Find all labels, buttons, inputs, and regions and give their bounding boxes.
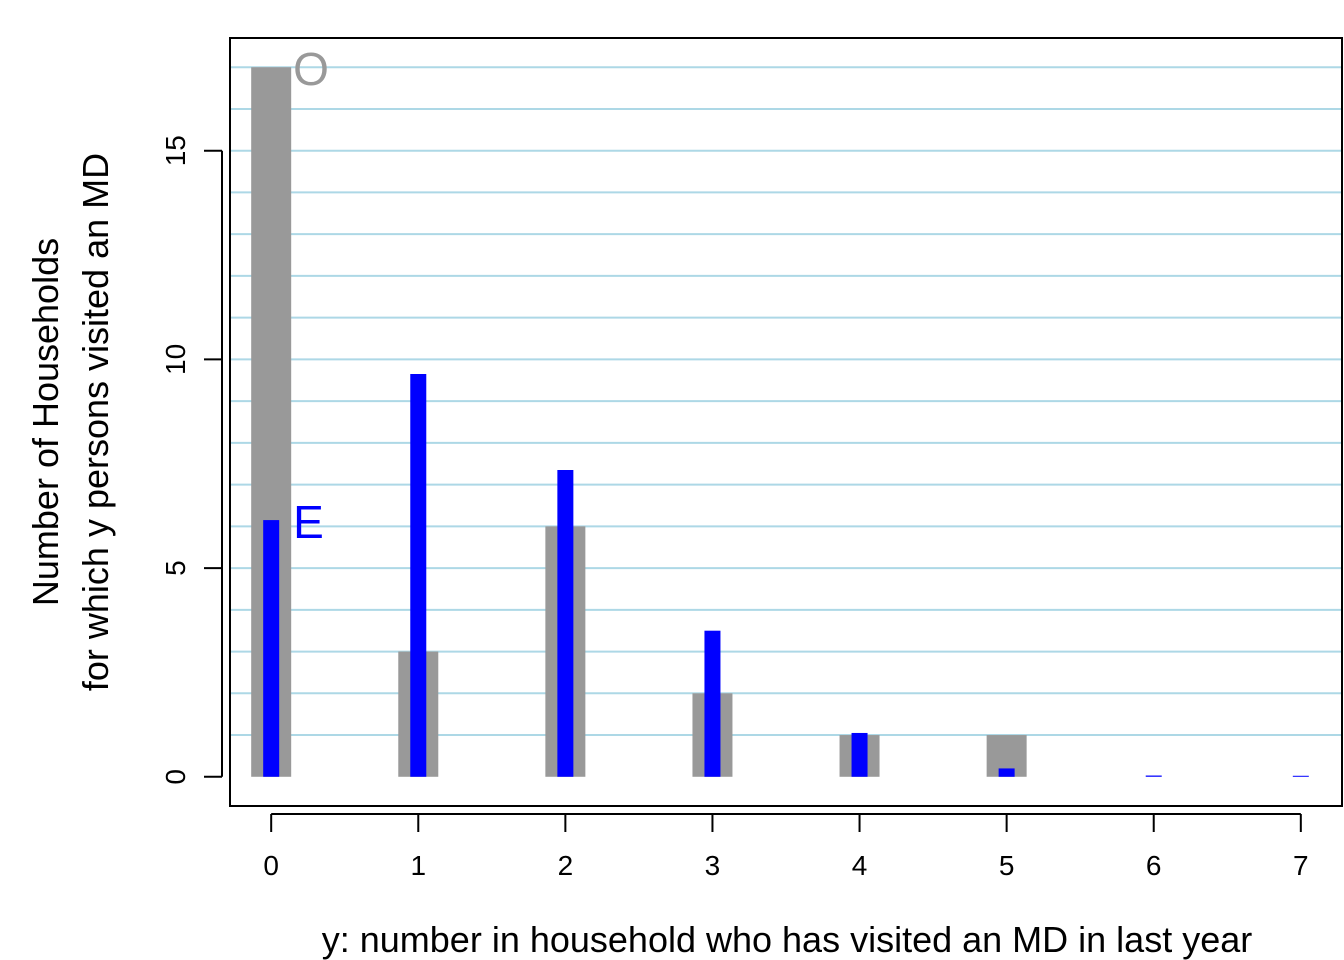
gridlines <box>230 66 1342 737</box>
observed-bars <box>251 67 1027 777</box>
y-tick-label: 15 <box>160 135 191 166</box>
bar-expected <box>1145 775 1162 777</box>
bar-expected <box>1292 775 1309 777</box>
y-tick-label: 5 <box>160 560 191 576</box>
x-tick-label: 4 <box>852 850 868 881</box>
x-tick-label: 0 <box>263 850 279 881</box>
bar-expected <box>410 374 427 777</box>
bar-expected <box>557 470 574 777</box>
x-tick-label: 5 <box>999 850 1015 881</box>
series-label-observed: O <box>293 43 329 95</box>
series-label-expected: E <box>293 496 324 548</box>
plot-frame <box>229 37 1343 807</box>
bar-expected <box>704 630 721 777</box>
x-axis: 0 1 2 3 4 5 6 7 <box>263 813 1309 881</box>
x-tick-label: 3 <box>705 850 721 881</box>
y-tick-label: 0 <box>160 769 191 785</box>
x-tick-label: 7 <box>1293 850 1309 881</box>
bar-expected <box>263 520 280 777</box>
bar-expected <box>851 732 868 777</box>
y-axis: 0 5 10 15 <box>160 135 223 785</box>
x-tick-label: 1 <box>410 850 426 881</box>
x-axis-title: y: number in household who has visited a… <box>322 919 1252 960</box>
x-tick-label: 6 <box>1146 850 1162 881</box>
x-tick-label: 2 <box>558 850 574 881</box>
y-axis-title-line2: for which y persons visited an MD <box>75 153 116 691</box>
expected-bars <box>263 374 1309 777</box>
y-tick-label: 10 <box>160 344 191 375</box>
y-axis-title-line1: Number of Households <box>25 238 66 606</box>
bar-expected <box>998 768 1015 777</box>
